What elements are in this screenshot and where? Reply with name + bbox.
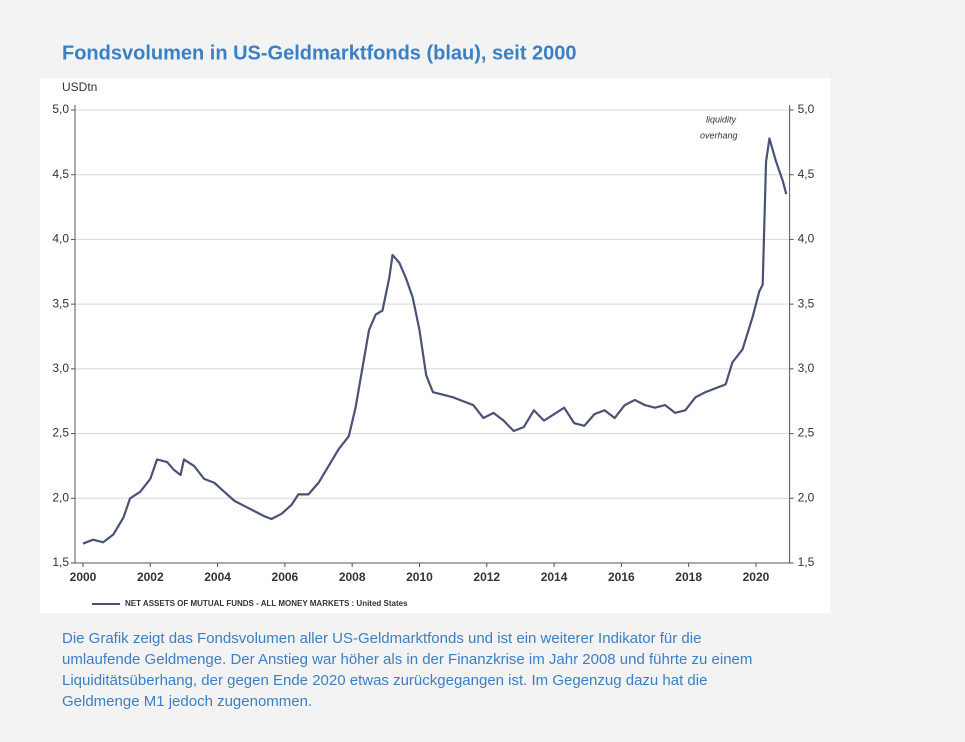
x-tick-label: 2002 (137, 570, 164, 584)
x-tick-label: 2006 (272, 570, 299, 584)
x-tick-label: 2020 (743, 570, 770, 584)
y-axis-label: USDtn (62, 80, 97, 94)
y2-tick-label: 3,5 (798, 296, 815, 310)
y2-tick-label: 3,0 (798, 361, 815, 375)
y-tick-label: 4,0 (52, 232, 69, 246)
series-line (82, 137, 788, 545)
y-tick-label: 2,5 (52, 426, 69, 440)
y-tick-label: 1,5 (52, 555, 69, 569)
x-tick-label: 2010 (406, 570, 433, 584)
legend-label: NET ASSETS OF MUTUAL FUNDS - ALL MONEY M… (125, 599, 408, 608)
chart-title: Fondsvolumen in US-Geldmarktfonds (blau)… (62, 42, 577, 64)
annotation: liquidity (706, 114, 737, 124)
y-tick-label: 2,0 (52, 490, 69, 504)
y2-tick-label: 1,5 (798, 555, 815, 569)
x-tick-label: 2004 (204, 570, 231, 584)
x-tick-label: 2014 (541, 570, 568, 584)
y2-tick-label: 5,0 (798, 102, 815, 116)
y2-tick-label: 2,0 (798, 490, 815, 504)
y-tick-label: 4,5 (52, 167, 69, 181)
y-tick-label: 3,0 (52, 361, 69, 375)
x-tick-label: 2000 (70, 570, 97, 584)
x-tick-label: 2018 (675, 570, 702, 584)
x-tick-label: 2012 (473, 570, 500, 584)
y-tick-label: 3,5 (52, 296, 69, 310)
y-tick-label: 5,0 (52, 102, 69, 116)
x-tick-label: 2008 (339, 570, 366, 584)
annotation: overhang (700, 130, 738, 140)
y2-tick-label: 4,5 (798, 167, 815, 181)
plot-background (40, 78, 830, 613)
y2-tick-label: 2,5 (798, 426, 815, 440)
y2-tick-label: 4,0 (798, 232, 815, 246)
caption: Die Grafik zeigt das Fondsvolumen aller … (62, 630, 753, 710)
x-tick-label: 2016 (608, 570, 635, 584)
